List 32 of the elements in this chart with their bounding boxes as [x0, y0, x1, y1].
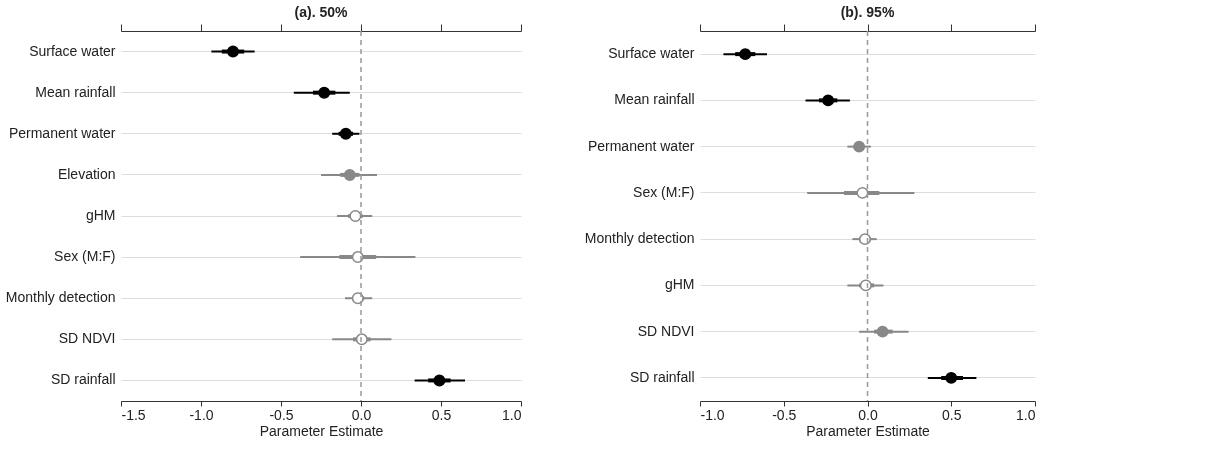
x-tick-label: -1.5 [121, 406, 146, 423]
y-tick-label: Sex (M:F) [54, 248, 116, 265]
x-tick-label: 0.0 [351, 406, 372, 423]
y-tick-label: Mean rainfall [614, 91, 695, 108]
y-tick-label: Permanent water [587, 137, 695, 154]
y-tick-label: SD rainfall [50, 371, 116, 388]
y-tick-label: SD NDVI [637, 322, 695, 339]
y-tick-label: Monthly detection [5, 289, 116, 306]
chart-title: (b). 95% [840, 3, 895, 20]
x-tick-label: -0.5 [269, 406, 294, 423]
x-axis-title: Parameter Estimate [259, 422, 384, 439]
y-tick-label: gHM [85, 207, 116, 223]
x-tick-label: 0.0 [858, 406, 878, 423]
y-tick-label: Permanent water [8, 124, 116, 141]
x-tick-label: -1.0 [700, 406, 725, 423]
x-tick-label: 1.0 [1016, 406, 1036, 423]
x-axis-title: Parameter Estimate [806, 422, 931, 439]
y-tick-label: SD rainfall [629, 368, 695, 385]
y-tick-label: Surface water [608, 45, 695, 62]
y-tick-label: gHM [664, 276, 695, 293]
x-tick-label: -1.0 [189, 406, 214, 423]
y-tick-label: SD NDVI [58, 330, 116, 347]
x-tick-label: 1.0 [502, 406, 522, 423]
x-tick-label: 0.5 [942, 406, 962, 423]
y-tick-label: Monthly detection [584, 230, 695, 247]
y-tick-label: Elevation [57, 165, 116, 182]
y-tick-label: Sex (M:F) [633, 183, 695, 200]
y-tick-label: Surface water [29, 42, 116, 59]
chart-title: (a). 50% [294, 3, 348, 20]
x-tick-label: 0.5 [431, 406, 452, 423]
y-tick-label: Mean rainfall [35, 83, 116, 100]
x-tick-label: -0.5 [772, 406, 797, 423]
